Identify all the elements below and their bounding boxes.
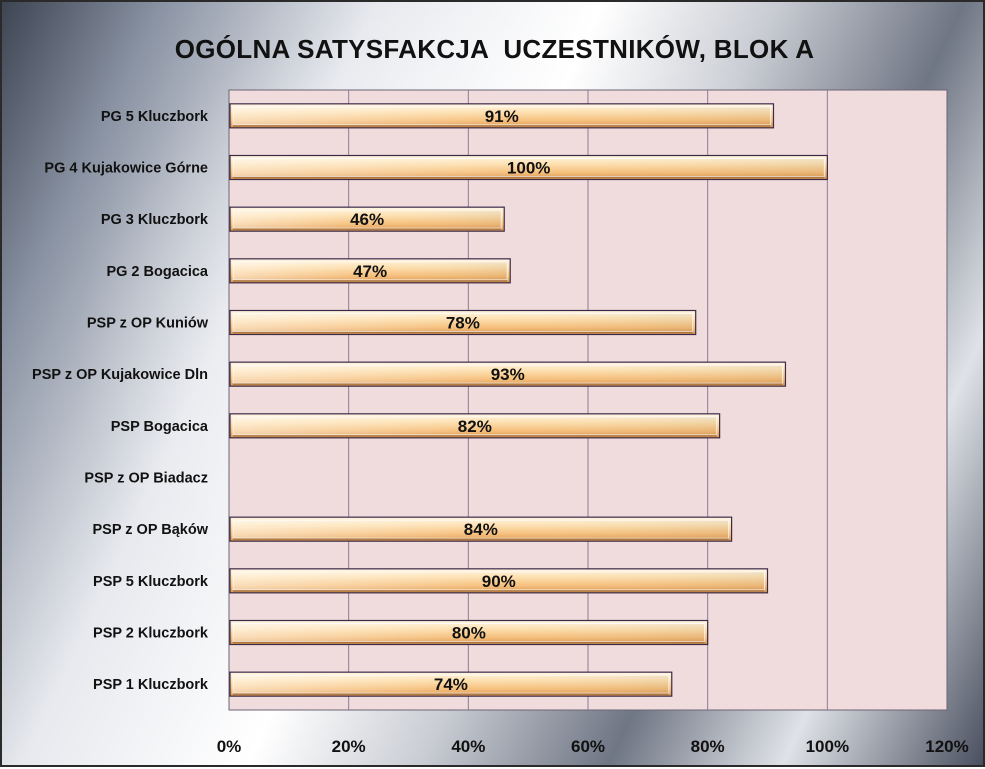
bar: 91%	[229, 103, 775, 129]
bar: 93%	[229, 361, 787, 387]
bar-bevel	[232, 519, 730, 539]
bar-bevel	[232, 623, 706, 642]
bar-bevel	[232, 158, 825, 177]
data-label: 90%	[482, 572, 516, 591]
x-tick-label: 120%	[925, 737, 968, 756]
grid-lines	[348, 90, 828, 710]
bar: 82%	[229, 413, 721, 439]
x-tick-label: 60%	[571, 737, 605, 756]
category-label: PSP Bogacica	[111, 419, 209, 435]
bar-bevel	[232, 674, 670, 694]
bars: 91% 100% 46% 47% 78% 93% 82% 84% 90% 80% 74%	[229, 103, 828, 697]
bar-bevel	[232, 106, 771, 126]
data-label: 46%	[350, 210, 384, 229]
bar-bevel	[232, 571, 765, 591]
bar: 100%	[229, 154, 828, 181]
category-labels: PG 5 Kluczbork PG 4 Kujakowice Górne PG 3 …	[32, 109, 209, 693]
data-label: 47%	[353, 262, 387, 281]
data-label: 80%	[452, 624, 486, 643]
x-tick-label: 100%	[806, 737, 849, 756]
bar: 90%	[229, 568, 769, 594]
data-label: 74%	[434, 675, 468, 694]
category-label: PSP 1 Kluczbork	[93, 677, 209, 693]
category-label: PSP z OP Biadacz	[84, 471, 208, 487]
bar: 46%	[229, 206, 505, 232]
bar-bevel	[232, 313, 694, 332]
data-label: 84%	[464, 520, 498, 539]
category-label: PG 4 Kujakowice Górne	[44, 161, 208, 177]
bar-bevel	[232, 261, 508, 281]
x-tick-label: 20%	[332, 737, 366, 756]
category-label: PSP 5 Kluczbork	[93, 574, 209, 590]
data-label: 82%	[458, 417, 492, 436]
x-tick-label: 0%	[217, 737, 242, 756]
x-tick-label: 40%	[451, 737, 485, 756]
data-label: 93%	[491, 365, 525, 384]
category-label: PG 2 Bogacica	[106, 264, 208, 280]
category-label: PG 5 Kluczbork	[101, 109, 209, 125]
category-label: PSP 2 Kluczbork	[93, 626, 209, 642]
bar-bevel	[232, 209, 502, 229]
x-tick-label: 80%	[691, 737, 725, 756]
category-label: PSP z OP Bąków	[92, 522, 208, 538]
category-label: PSP z OP Kujakowice Dln	[32, 367, 208, 383]
data-label: 91%	[485, 107, 519, 126]
category-label: PG 3 Kluczbork	[101, 212, 209, 228]
bar: 78%	[229, 309, 697, 336]
bar: 47%	[229, 258, 511, 284]
bar: 80%	[229, 619, 709, 646]
bar-bevel	[232, 416, 718, 436]
x-axis-ticks: 0% 20% 40% 60% 80% 100% 120%	[217, 737, 969, 756]
chart-title: OGÓLNA SATYSFAKCJA UCZESTNIKÓW, BLOK A	[174, 34, 815, 64]
data-label: 78%	[446, 314, 480, 333]
bar: 74%	[229, 671, 673, 697]
data-label: 100%	[507, 159, 550, 178]
bar-bevel	[232, 364, 783, 384]
category-label: PSP z OP Kuniów	[87, 316, 209, 332]
bar: 84%	[229, 516, 733, 542]
